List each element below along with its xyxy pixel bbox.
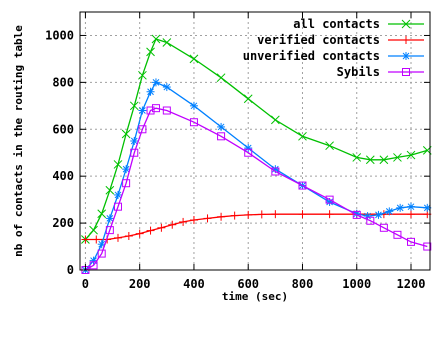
y-tick-label: 200 [52, 216, 74, 230]
data-point [190, 102, 198, 110]
data-point [271, 165, 279, 173]
x-tick-label: 200 [129, 277, 151, 291]
data-point [244, 144, 252, 152]
data-point [243, 94, 253, 104]
data-point [393, 153, 402, 162]
data-point [407, 203, 415, 211]
data-point [298, 131, 307, 141]
x-tick-label: 800 [292, 277, 314, 291]
series-2 [81, 78, 432, 274]
data-point [138, 125, 147, 134]
data-point [122, 165, 130, 173]
plot-frame [79, 11, 431, 271]
series-line [85, 107, 428, 271]
data-point [375, 211, 382, 219]
data-point [379, 155, 389, 165]
data-point [130, 137, 138, 145]
data-point [385, 208, 393, 215]
grid-lines [80, 12, 430, 271]
y-tick-label: 400 [52, 169, 74, 183]
data-point [162, 106, 171, 115]
x-tick-label: 1000 [342, 277, 371, 291]
data-point [105, 226, 114, 235]
data-point [298, 181, 307, 190]
data-point [393, 230, 402, 239]
y-tick-label: 800 [52, 75, 74, 89]
data-point [217, 132, 226, 141]
legend-label: all contacts [293, 17, 380, 31]
series-line [84, 81, 428, 271]
data-point [89, 261, 98, 270]
data-point [352, 210, 361, 219]
data-point [138, 70, 147, 80]
data-point [163, 83, 171, 91]
x-tick-label: 0 [82, 277, 89, 291]
data-point [151, 34, 161, 44]
x-tick-label: 1200 [397, 277, 426, 291]
x-tick-label: 400 [183, 277, 205, 291]
data-point [423, 242, 432, 251]
data-point [406, 150, 416, 160]
series-1 [81, 210, 432, 244]
data-point [122, 179, 131, 188]
data-point [352, 153, 362, 162]
data-point [244, 148, 253, 157]
data-point [189, 54, 199, 64]
legend-label: Sybils [337, 65, 380, 79]
series-0 [81, 34, 432, 244]
x-tick-label: 600 [237, 277, 259, 291]
y-tick-label: 600 [52, 122, 74, 136]
data-point [121, 129, 131, 139]
legend: all contacts verified contacts unverified … [243, 17, 424, 79]
data-point [325, 195, 334, 204]
data-point [366, 216, 375, 225]
data-point [189, 118, 198, 127]
data-point [146, 106, 155, 115]
data-point [130, 148, 139, 157]
data-point [396, 204, 404, 212]
x-axis-label: time (sec) [222, 290, 288, 303]
data-point [97, 249, 106, 258]
data-point [98, 240, 106, 248]
series-layer [81, 34, 432, 274]
y-tick-label: 0 [67, 263, 74, 277]
data-point [139, 107, 146, 114]
legend-swatch-marker [402, 52, 410, 60]
data-point [325, 141, 334, 151]
data-point [423, 204, 431, 212]
series-3 [81, 104, 432, 274]
y-tick-label: 1000 [45, 28, 74, 42]
data-point [162, 38, 172, 47]
data-point [146, 47, 155, 57]
data-point [216, 73, 226, 83]
data-point [113, 202, 122, 211]
data-point [113, 160, 123, 169]
data-point [105, 185, 115, 195]
data-point [114, 191, 122, 199]
data-point [152, 79, 160, 86]
data-point [407, 237, 416, 246]
y-axis-label: nb of contacts in the routing table [12, 25, 25, 257]
data-point [147, 88, 154, 96]
data-point [151, 104, 160, 113]
legend-label: verified contacts [257, 33, 380, 47]
legend-swatch-marker [401, 19, 411, 29]
data-point [129, 101, 139, 111]
data-point [106, 215, 114, 222]
data-point [326, 198, 333, 206]
data-point [379, 223, 388, 232]
legend-swatch-marker [402, 68, 410, 76]
data-point [217, 123, 225, 131]
data-point [365, 155, 375, 165]
axis-ticks: 0 200 400 600 800 1000 1200 0 200 400 600 800 1000 [45, 12, 430, 291]
data-point [90, 257, 97, 264]
legend-label: unverified contacts [243, 49, 380, 63]
data-point [270, 115, 280, 125]
data-point [271, 167, 280, 176]
data-point [97, 209, 107, 219]
data-point [89, 225, 98, 235]
